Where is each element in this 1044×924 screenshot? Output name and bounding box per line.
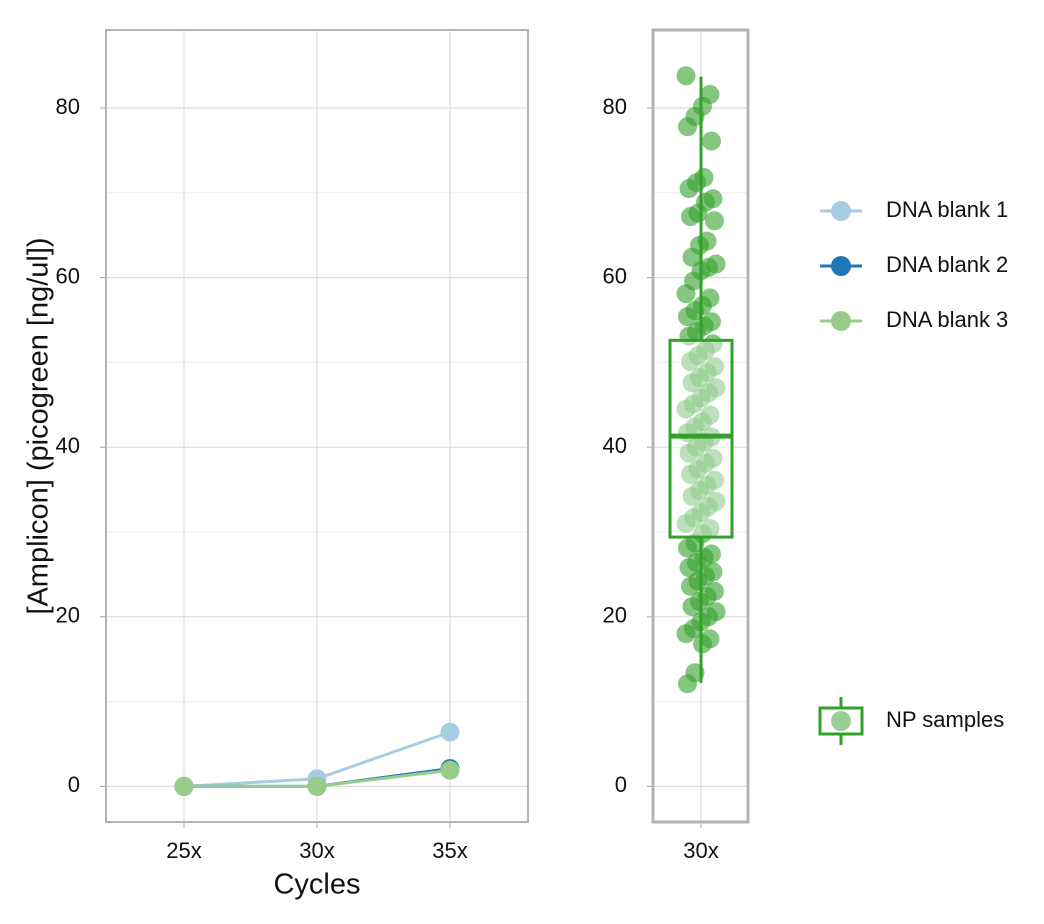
jitter-point	[681, 464, 700, 484]
x-axis-title: Cycles	[273, 869, 360, 901]
x-tick-label: 30x	[299, 838, 334, 863]
y-tick-label: 60	[56, 263, 80, 288]
jitter-point	[682, 373, 702, 393]
point	[440, 760, 460, 780]
jitter-point	[682, 247, 702, 267]
jitter-point	[679, 443, 699, 463]
jitter-point	[678, 538, 697, 558]
y-tick-label: 20	[603, 603, 627, 628]
legend-key-point	[831, 711, 851, 731]
x-tick-label: 35x	[432, 838, 467, 863]
jitter-point	[678, 117, 697, 137]
box	[668, 338, 734, 539]
y-axis-title: [Amplicon] (picogreen [ng/ul])	[23, 237, 55, 614]
y-tick-label: 40	[56, 433, 80, 458]
legend-key-point	[831, 201, 851, 221]
legend-label: DNA blank 2	[886, 252, 1008, 277]
panel-border	[651, 28, 750, 824]
point	[440, 722, 460, 742]
y-tick-label: 80	[603, 94, 627, 119]
jitter-point	[681, 207, 700, 227]
jitter-point	[678, 307, 697, 327]
jitter-point	[679, 179, 699, 199]
point	[307, 776, 327, 796]
legend-key-point	[831, 311, 851, 331]
jitter-point	[676, 284, 696, 304]
legend-label: DNA blank 3	[886, 307, 1008, 332]
y-tick-label: 0	[68, 772, 80, 797]
y-tick-label: 0	[615, 772, 627, 797]
jitter-point	[676, 399, 696, 419]
jitter-point	[679, 558, 699, 578]
legend-label: NP samples	[886, 707, 1004, 732]
x-tick-label: 25x	[166, 838, 201, 863]
jitter-point	[702, 131, 721, 151]
legend-key-point	[831, 256, 851, 276]
jitter-point	[681, 576, 700, 596]
y-tick-label: 20	[56, 603, 80, 628]
jitter-point	[681, 352, 700, 372]
legend-label: DNA blank 1	[886, 197, 1008, 222]
jitter-point	[676, 624, 696, 644]
y-tick-label: 60	[603, 263, 627, 288]
y-tick-label: 80	[56, 94, 80, 119]
jitter-point	[678, 674, 697, 694]
point	[174, 776, 194, 796]
jitter-point	[705, 211, 724, 231]
y-tick-label: 40	[603, 433, 627, 458]
panel-border	[105, 29, 529, 823]
jitter-point	[682, 486, 702, 506]
jitter-point	[682, 597, 702, 617]
x-tick-label: 30x	[683, 838, 718, 863]
jitter-point	[676, 514, 696, 534]
jitter-point	[676, 66, 696, 86]
